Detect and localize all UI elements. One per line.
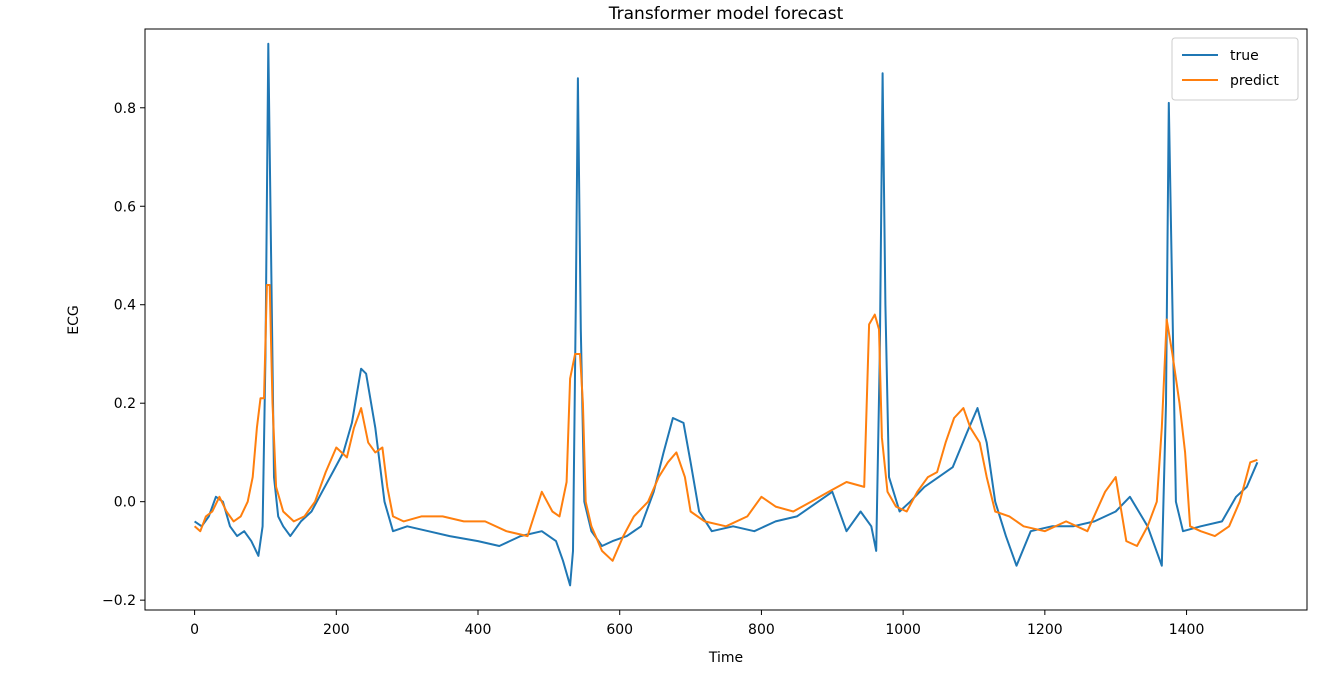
y-axis-label: ECG: [66, 305, 82, 334]
x-tick-label: 800: [748, 622, 775, 638]
y-tick-label: −0.2: [102, 593, 136, 609]
x-tick-label: 400: [465, 622, 492, 638]
x-axis: 0 200 400 600 800 1000 1200 1400: [190, 610, 1204, 638]
legend-label-predict: predict: [1230, 73, 1279, 89]
y-tick-label: 0.2: [114, 396, 136, 412]
chart-title: Transformer model forecast: [608, 4, 844, 24]
x-tick-label: 1000: [885, 622, 921, 638]
y-tick-label: 0.0: [114, 495, 136, 511]
y-tick-label: 0.6: [114, 199, 136, 215]
plot-area: [144, 28, 1308, 611]
y-tick-label: 0.8: [114, 101, 136, 117]
series-line-predict: [193, 284, 1258, 562]
series-line-true: [194, 42, 1259, 587]
x-tick-label: 1200: [1027, 622, 1063, 638]
x-tick-label: 600: [606, 622, 633, 638]
x-tick-label: 200: [323, 622, 350, 638]
y-axis: −0.2 0.0 0.2 0.4 0.6 0.8: [102, 101, 145, 609]
y-tick-label: 0.4: [114, 298, 136, 314]
plot-frame: [144, 28, 1308, 611]
legend: true predict: [1171, 37, 1299, 101]
x-tick-label: 0: [190, 622, 199, 638]
legend-label-true: true: [1230, 48, 1259, 64]
x-axis-label: Time: [708, 650, 743, 666]
x-tick-label: 1400: [1169, 622, 1205, 638]
legend-box: [1171, 37, 1299, 101]
